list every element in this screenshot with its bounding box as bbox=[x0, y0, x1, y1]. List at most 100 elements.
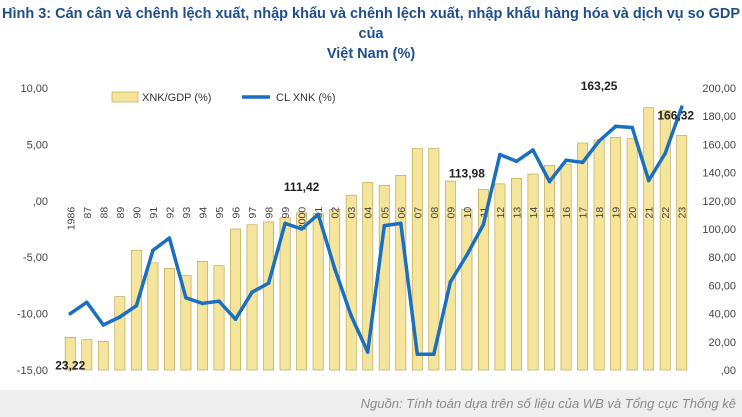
category-label: 20 bbox=[627, 207, 639, 219]
combo-chart: 10,005,00,00-5,00-10,00-15,00 200,00180,… bbox=[17, 79, 736, 377]
bar bbox=[197, 261, 208, 371]
right-axis: 200,00 180,00 160,00 140,00 120,00 100,00 80,0… bbox=[702, 83, 736, 377]
right-tick-label: 140,00 bbox=[702, 168, 736, 180]
legend-label-line: CL XNK (%) bbox=[276, 92, 336, 104]
right-tick-label: 20,00 bbox=[708, 337, 736, 349]
line-point bbox=[118, 315, 122, 319]
category-label: 09 bbox=[445, 207, 457, 219]
category-label: 23 bbox=[677, 207, 689, 219]
category-label: 97 bbox=[247, 207, 259, 219]
category-label: 21 bbox=[644, 207, 656, 219]
line-point bbox=[564, 158, 568, 162]
line-point bbox=[679, 105, 684, 109]
line-point bbox=[151, 248, 155, 253]
right-tick-label: 80,00 bbox=[708, 252, 736, 264]
bar bbox=[345, 194, 357, 371]
category-label: 22 bbox=[660, 207, 672, 219]
category-label: 1986 bbox=[65, 207, 77, 231]
category-label: 96 bbox=[231, 207, 243, 219]
category-label: 10 bbox=[462, 207, 474, 219]
bar bbox=[296, 212, 308, 371]
left-tick-label: -5,00 bbox=[23, 252, 48, 264]
line-point bbox=[217, 299, 221, 303]
category-label: 94 bbox=[197, 207, 209, 219]
legend-swatch-bar bbox=[111, 91, 139, 103]
line-path bbox=[68, 105, 684, 356]
category-label: 08 bbox=[429, 207, 441, 219]
bar bbox=[213, 265, 225, 371]
line-series bbox=[68, 105, 684, 357]
line-point bbox=[597, 139, 601, 143]
line-point bbox=[84, 300, 89, 305]
category-label: 04 bbox=[363, 207, 375, 219]
right-tick-label: 40,00 bbox=[708, 309, 736, 321]
data-label: 163,25 bbox=[581, 79, 618, 93]
bar bbox=[163, 268, 175, 371]
source-note: Nguồn: Tính toán dựa trên số liệu của WB… bbox=[360, 396, 736, 411]
chart-title-line-2: Việt Nam (%) bbox=[326, 46, 416, 62]
category-label: 05 bbox=[379, 207, 391, 219]
line-point bbox=[332, 266, 337, 271]
bar bbox=[114, 296, 126, 371]
category-label: 90 bbox=[131, 207, 143, 219]
line-point bbox=[580, 160, 585, 165]
bar bbox=[560, 163, 572, 371]
line-point bbox=[349, 314, 354, 318]
chart-title: Hình 3: Cán cân và chênh lệch xuất, nhập… bbox=[0, 4, 742, 64]
bar bbox=[411, 148, 423, 371]
bar bbox=[511, 177, 522, 371]
left-tick-label: -10,00 bbox=[17, 309, 48, 321]
line-point bbox=[432, 352, 436, 357]
bar bbox=[312, 213, 324, 371]
category-label: 89 bbox=[115, 207, 127, 219]
bar bbox=[610, 137, 622, 371]
left-tick-label: 10,00 bbox=[20, 83, 48, 95]
bar bbox=[81, 339, 93, 371]
line-point bbox=[365, 350, 370, 354]
category-label: 87 bbox=[82, 207, 94, 219]
bar bbox=[593, 139, 605, 371]
line-point bbox=[613, 124, 618, 129]
left-tick-label: ,00 bbox=[33, 196, 48, 208]
legend: XNK/GDP (%) CL XNK (%) bbox=[111, 91, 336, 104]
bar bbox=[577, 142, 589, 371]
bar bbox=[643, 107, 655, 371]
category-label: 99 bbox=[280, 207, 292, 219]
left-axis: 10,00 5,00 ,00 -5,00 -10,00 -15,00 bbox=[17, 83, 48, 377]
right-tick-label: 160,00 bbox=[702, 139, 736, 151]
bar bbox=[180, 275, 192, 371]
bar bbox=[428, 148, 440, 371]
category-label: 12 bbox=[495, 207, 507, 219]
line-point bbox=[200, 301, 205, 306]
data-label: 111,42 bbox=[284, 180, 320, 194]
line-point bbox=[481, 222, 486, 227]
data-labels: 23,22 111,42 113,98 163,25 166,32 bbox=[55, 79, 694, 372]
chart-title-line-1: Hình 3: Cán cân và chênh lệch xuất, nhập… bbox=[1, 6, 741, 42]
line-point bbox=[250, 290, 254, 294]
line-point bbox=[233, 317, 238, 322]
right-tick-label: 100,00 bbox=[702, 224, 736, 236]
line-point bbox=[663, 151, 668, 156]
category-label: 17 bbox=[578, 207, 590, 219]
line-point bbox=[415, 352, 420, 357]
bar bbox=[626, 138, 638, 371]
line-point bbox=[316, 212, 320, 217]
line-point bbox=[101, 323, 106, 327]
category-axis-labels: 1986 87 88 89 90 91 92 93 94 95 96 97 98 99 2000 01 02 03… bbox=[65, 207, 688, 231]
line-point bbox=[630, 125, 634, 130]
line-point bbox=[68, 311, 73, 316]
bar bbox=[64, 336, 76, 371]
right-tick-label: ,00 bbox=[721, 365, 736, 377]
right-tick-label: 120,00 bbox=[702, 196, 736, 208]
bar bbox=[263, 221, 275, 371]
bar bbox=[676, 135, 688, 371]
category-label: 02 bbox=[330, 207, 342, 219]
right-tick-label: 180,00 bbox=[702, 111, 736, 123]
category-label: 95 bbox=[214, 207, 226, 219]
category-label: 14 bbox=[528, 207, 540, 219]
line-point bbox=[266, 281, 271, 285]
category-label: 03 bbox=[346, 207, 358, 219]
left-tick-label: -15,00 bbox=[17, 365, 48, 377]
bar bbox=[230, 228, 241, 371]
line-point bbox=[184, 296, 188, 300]
